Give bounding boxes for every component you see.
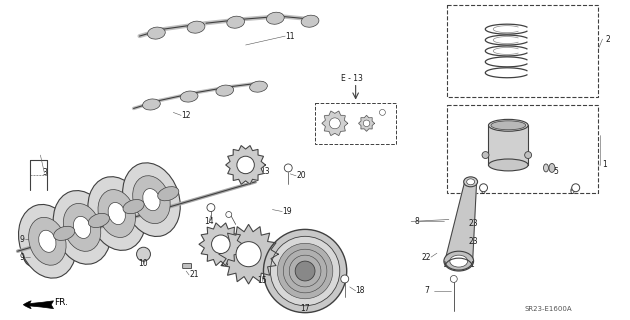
Circle shape xyxy=(379,109,386,116)
Ellipse shape xyxy=(180,91,198,102)
Ellipse shape xyxy=(73,216,91,238)
Ellipse shape xyxy=(123,163,180,236)
Text: FR.: FR. xyxy=(54,298,68,307)
Text: 19: 19 xyxy=(282,207,292,216)
Text: 21: 21 xyxy=(189,270,198,279)
Text: 9: 9 xyxy=(20,235,25,244)
Ellipse shape xyxy=(467,179,474,185)
Text: 9: 9 xyxy=(20,253,25,262)
Ellipse shape xyxy=(450,255,467,267)
Ellipse shape xyxy=(216,85,234,96)
Text: 17: 17 xyxy=(301,304,310,313)
Text: 6: 6 xyxy=(481,187,486,196)
Ellipse shape xyxy=(53,191,111,264)
Ellipse shape xyxy=(488,159,528,171)
Ellipse shape xyxy=(38,230,56,252)
Circle shape xyxy=(237,156,255,174)
FancyBboxPatch shape xyxy=(488,125,528,165)
Ellipse shape xyxy=(491,121,525,130)
Circle shape xyxy=(482,152,489,158)
Text: 10: 10 xyxy=(139,259,148,268)
Ellipse shape xyxy=(108,203,125,225)
Polygon shape xyxy=(226,146,265,184)
Text: 5: 5 xyxy=(553,167,558,176)
Ellipse shape xyxy=(444,251,474,271)
Polygon shape xyxy=(219,224,278,284)
Text: 23: 23 xyxy=(469,237,478,246)
Ellipse shape xyxy=(266,12,284,24)
Polygon shape xyxy=(322,111,348,136)
Ellipse shape xyxy=(63,204,101,251)
Ellipse shape xyxy=(142,99,160,110)
Circle shape xyxy=(284,249,327,293)
Text: 3: 3 xyxy=(42,168,47,177)
Ellipse shape xyxy=(147,27,165,39)
Text: E - 13: E - 13 xyxy=(341,74,363,83)
Circle shape xyxy=(212,235,230,253)
Text: 6: 6 xyxy=(570,187,575,196)
Circle shape xyxy=(137,247,151,261)
Circle shape xyxy=(341,275,348,283)
Polygon shape xyxy=(445,182,476,261)
Ellipse shape xyxy=(88,177,146,250)
Text: 14: 14 xyxy=(204,217,214,226)
Circle shape xyxy=(364,120,370,127)
Circle shape xyxy=(329,118,340,129)
Text: 2: 2 xyxy=(605,35,610,44)
Text: SR23-E1600A: SR23-E1600A xyxy=(524,306,572,312)
Text: 16: 16 xyxy=(219,259,229,268)
Ellipse shape xyxy=(544,164,549,172)
Circle shape xyxy=(277,243,333,299)
Circle shape xyxy=(572,184,580,192)
FancyBboxPatch shape xyxy=(447,106,597,193)
Text: 12: 12 xyxy=(181,111,191,120)
FancyBboxPatch shape xyxy=(183,264,192,268)
Text: 15: 15 xyxy=(258,276,267,285)
Text: 13: 13 xyxy=(260,167,270,176)
Ellipse shape xyxy=(187,21,205,33)
Circle shape xyxy=(450,276,457,283)
Ellipse shape xyxy=(249,81,267,92)
Text: 1: 1 xyxy=(602,160,607,170)
FancyBboxPatch shape xyxy=(315,102,396,144)
Ellipse shape xyxy=(123,199,144,214)
Ellipse shape xyxy=(549,164,555,172)
Circle shape xyxy=(295,261,315,281)
Text: 11: 11 xyxy=(285,32,295,41)
Text: 22: 22 xyxy=(421,253,431,262)
Circle shape xyxy=(236,242,261,267)
Circle shape xyxy=(525,152,532,158)
Polygon shape xyxy=(199,223,243,266)
Ellipse shape xyxy=(88,213,110,228)
Ellipse shape xyxy=(301,15,319,27)
Text: 7: 7 xyxy=(424,286,429,295)
Circle shape xyxy=(207,204,215,212)
Text: 23: 23 xyxy=(469,219,478,228)
Circle shape xyxy=(270,236,340,306)
Circle shape xyxy=(284,164,292,172)
FancyBboxPatch shape xyxy=(447,5,597,97)
Polygon shape xyxy=(358,116,374,131)
Ellipse shape xyxy=(488,119,528,131)
Ellipse shape xyxy=(28,217,66,265)
Ellipse shape xyxy=(227,16,244,28)
Ellipse shape xyxy=(98,189,135,237)
Circle shape xyxy=(263,229,346,313)
Ellipse shape xyxy=(158,187,179,201)
Text: 18: 18 xyxy=(356,286,365,295)
Circle shape xyxy=(289,255,321,287)
Ellipse shape xyxy=(18,204,76,278)
Ellipse shape xyxy=(464,177,478,187)
Ellipse shape xyxy=(54,226,75,240)
Ellipse shape xyxy=(133,176,170,224)
Ellipse shape xyxy=(143,188,160,211)
Text: 20: 20 xyxy=(296,172,306,180)
Circle shape xyxy=(479,184,488,192)
Circle shape xyxy=(226,212,232,218)
Text: 8: 8 xyxy=(415,217,419,226)
